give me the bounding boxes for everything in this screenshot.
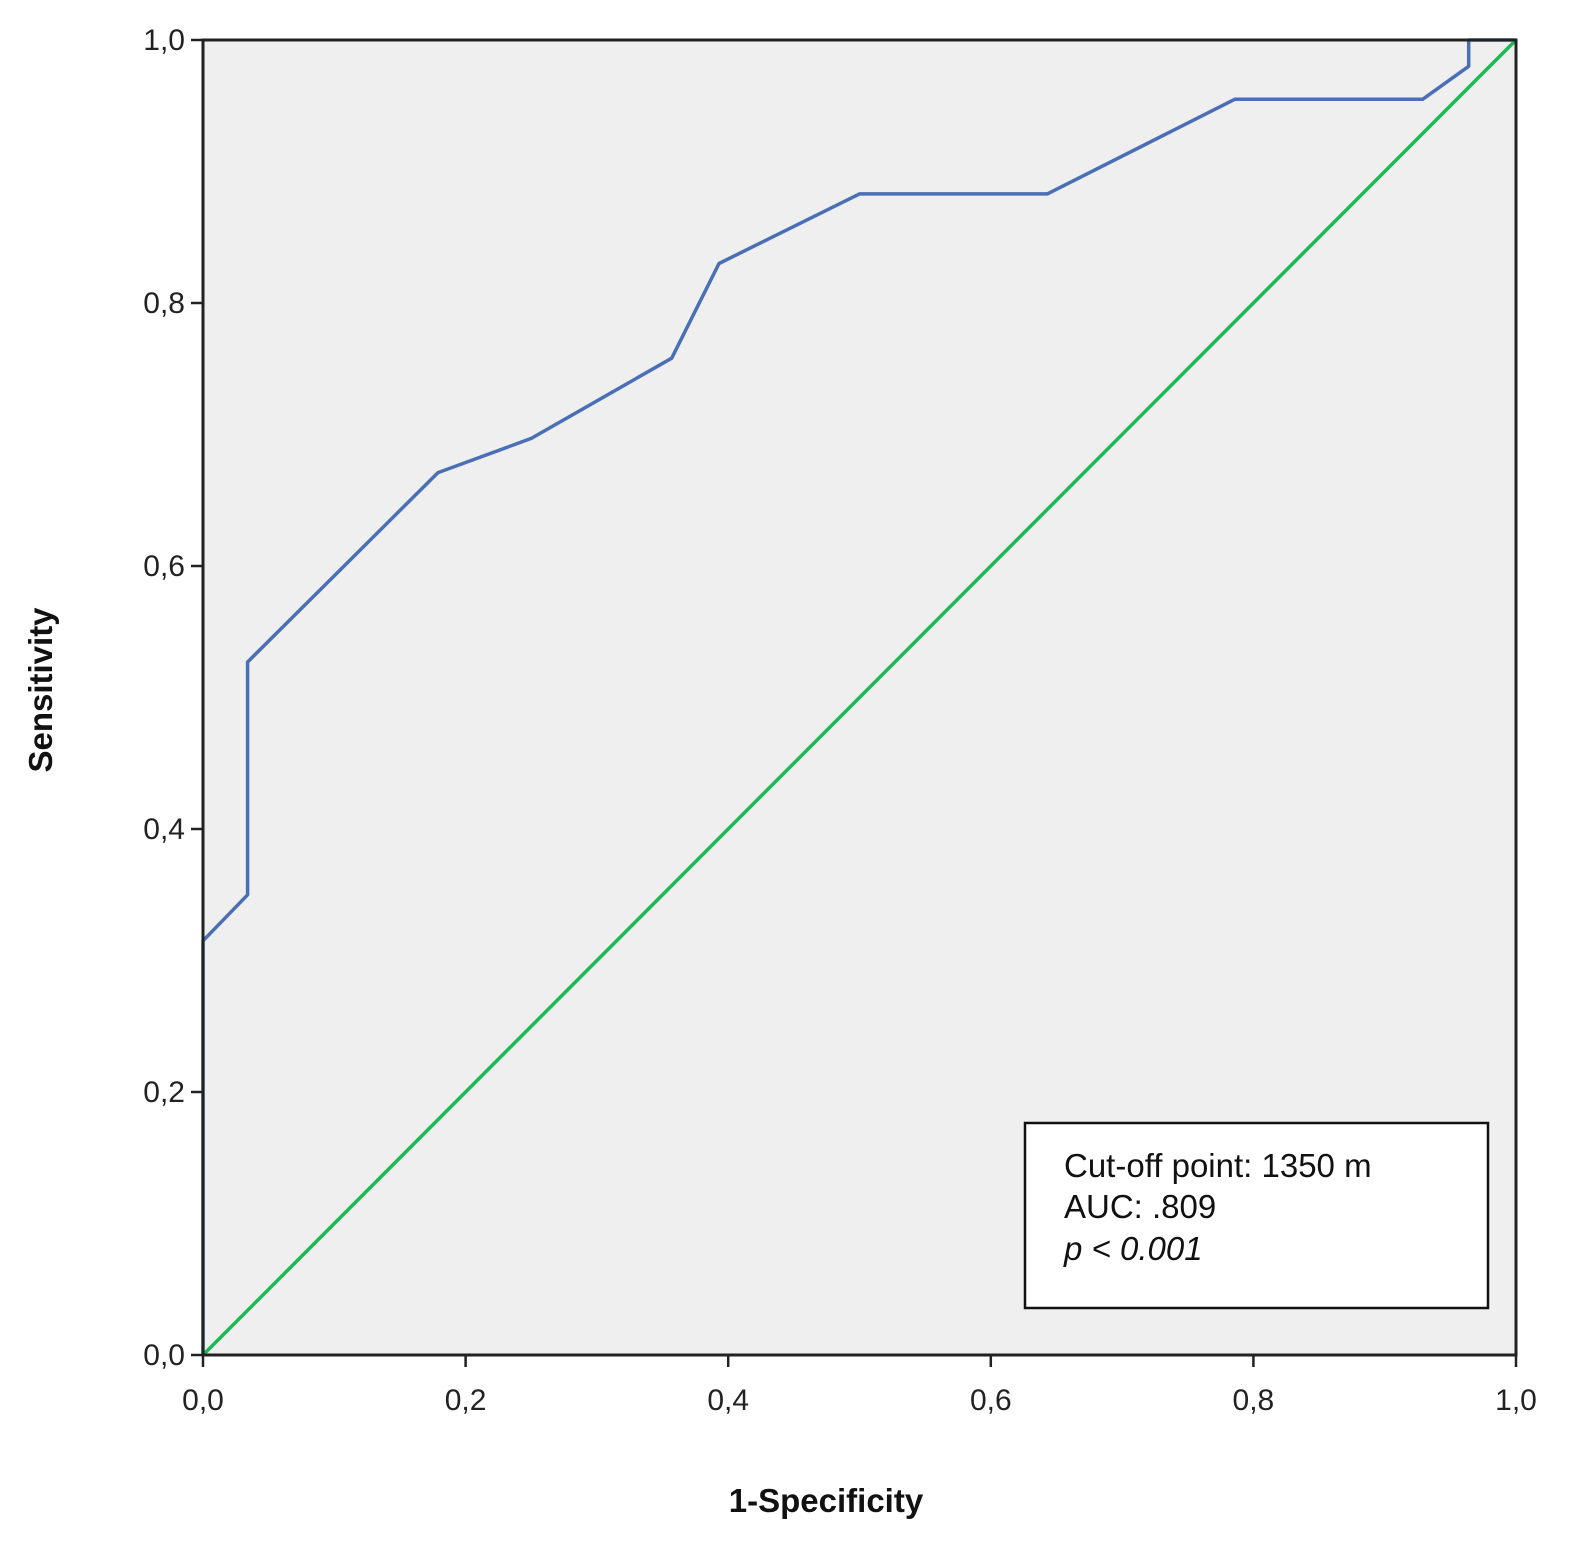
x-axis-title: 1-Specificity bbox=[729, 1482, 924, 1519]
annotation-cutoff: Cut-off point: 1350 m bbox=[1064, 1147, 1372, 1184]
annotation-auc: AUC: .809 bbox=[1064, 1188, 1216, 1225]
y-tick-label: 0,8 bbox=[143, 287, 185, 320]
annotation-p-value: p < 0.001 bbox=[1063, 1230, 1203, 1267]
y-tick-label: 0,2 bbox=[143, 1076, 185, 1109]
y-axis: 0,0 0,2 0,4 0,6 0,8 1,0 bbox=[143, 24, 203, 1372]
y-tick-label: 0,6 bbox=[143, 550, 185, 583]
plot-frame bbox=[201, 38, 1518, 1357]
series-layer bbox=[201, 38, 1518, 1357]
x-tick-label: 0,4 bbox=[707, 1384, 749, 1417]
x-tick-label: 0,8 bbox=[1233, 1384, 1275, 1417]
roc-curve-line bbox=[201, 38, 1516, 1355]
x-tick-label: 0,2 bbox=[445, 1384, 487, 1417]
annotation-box: Cut-off point: 1350 m AUC: .809 p < 0.00… bbox=[1023, 1121, 1490, 1310]
x-axis: 0,0 0,2 0,4 0,6 0,8 1,0 bbox=[182, 1355, 1537, 1417]
y-tick-label: 0,4 bbox=[143, 813, 185, 846]
reference-diagonal-line bbox=[201, 38, 1518, 1357]
y-tick-label: 0,0 bbox=[143, 1339, 185, 1372]
y-axis-title: Sensitivity bbox=[22, 607, 59, 773]
x-tick-label: 0,6 bbox=[970, 1384, 1012, 1417]
x-tick-label: 0,0 bbox=[182, 1384, 224, 1417]
x-tick-label: 1,0 bbox=[1495, 1384, 1537, 1417]
y-tick-label: 1,0 bbox=[143, 24, 185, 57]
